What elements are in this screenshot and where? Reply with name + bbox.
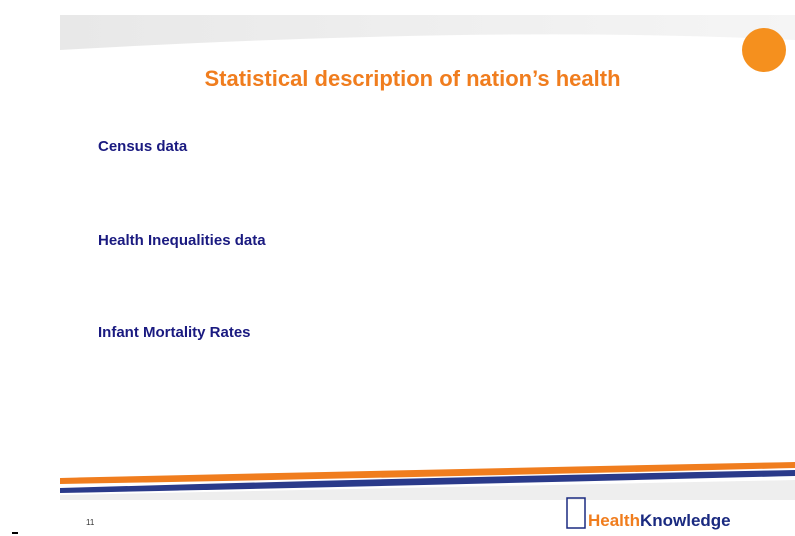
title: Statistical description of nation’s heal… [204, 66, 621, 91]
bullet: Infant Mortality Rates [98, 324, 251, 341]
bullet: Census data [98, 138, 188, 155]
bottom-band [60, 480, 795, 500]
top-band [60, 15, 795, 50]
logo-part: Health [588, 511, 640, 530]
bullet: Health Inequalities data [98, 232, 266, 249]
bottom-orange-line [60, 462, 795, 484]
orange-circle [742, 28, 786, 72]
slide-number: 11 [86, 518, 95, 527]
logo: HealthKnowledge [588, 511, 731, 531]
logo-part: Knowledge [639, 511, 731, 530]
bottom-blue-line [60, 470, 795, 493]
lighthouse-icon [566, 497, 586, 529]
dash [12, 532, 18, 534]
